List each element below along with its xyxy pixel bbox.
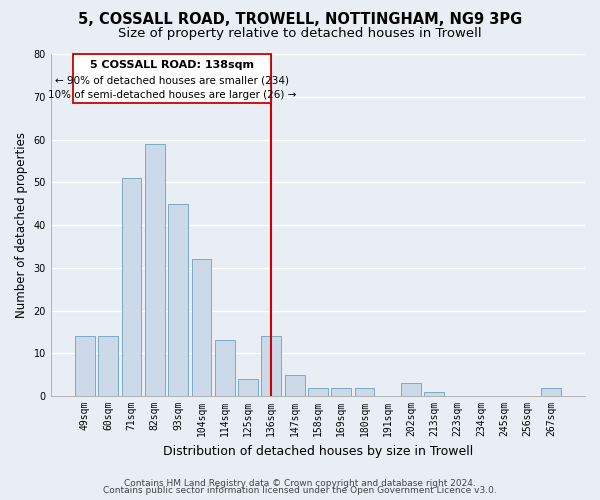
Bar — [262, 336, 281, 396]
Bar — [424, 392, 444, 396]
Text: 5 COSSALL ROAD: 138sqm: 5 COSSALL ROAD: 138sqm — [90, 60, 254, 70]
Text: Size of property relative to detached houses in Trowell: Size of property relative to detached ho… — [118, 28, 482, 40]
Bar — [238, 379, 258, 396]
Bar — [355, 388, 374, 396]
Text: Contains HM Land Registry data © Crown copyright and database right 2024.: Contains HM Land Registry data © Crown c… — [124, 478, 476, 488]
Text: ← 90% of detached houses are smaller (234): ← 90% of detached houses are smaller (23… — [55, 76, 289, 86]
X-axis label: Distribution of detached houses by size in Trowell: Distribution of detached houses by size … — [163, 444, 473, 458]
Bar — [122, 178, 142, 396]
Bar — [98, 336, 118, 396]
Bar — [285, 374, 305, 396]
Bar — [168, 204, 188, 396]
Bar — [401, 383, 421, 396]
Bar — [145, 144, 165, 396]
Y-axis label: Number of detached properties: Number of detached properties — [15, 132, 28, 318]
Bar — [215, 340, 235, 396]
Text: 5, COSSALL ROAD, TROWELL, NOTTINGHAM, NG9 3PG: 5, COSSALL ROAD, TROWELL, NOTTINGHAM, NG… — [78, 12, 522, 28]
Bar — [308, 388, 328, 396]
FancyBboxPatch shape — [73, 54, 271, 103]
Text: Contains public sector information licensed under the Open Government Licence v3: Contains public sector information licen… — [103, 486, 497, 495]
Text: 10% of semi-detached houses are larger (26) →: 10% of semi-detached houses are larger (… — [48, 90, 296, 101]
Bar — [191, 259, 211, 396]
Bar — [331, 388, 351, 396]
Bar — [541, 388, 561, 396]
Bar — [75, 336, 95, 396]
